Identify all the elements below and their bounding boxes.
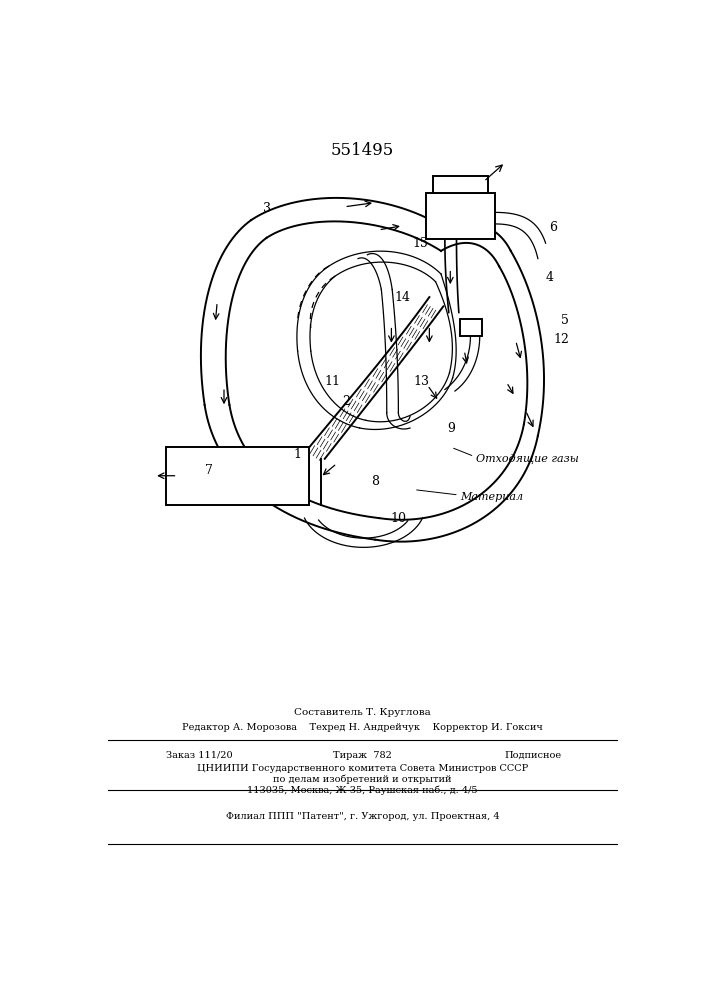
Text: Филиал ППП "Патент", г. Ужгород, ул. Проектная, 4: Филиал ППП "Патент", г. Ужгород, ул. Про… [226,812,500,821]
Bar [426,193,495,239]
Text: 10: 10 [390,512,407,525]
Bar [433,176,488,193]
Text: 551495: 551495 [331,142,395,159]
Text: 15: 15 [412,237,428,250]
Text: Составитель Т. Круглова: Составитель Т. Круглова [294,708,431,717]
Text: Тираж  782: Тираж 782 [333,751,392,760]
Text: по делам изобретений и открытий: по делам изобретений и открытий [274,774,452,784]
Text: 14: 14 [395,291,410,304]
Text: 12: 12 [553,333,569,346]
Text: 13: 13 [414,375,430,388]
Text: Материал: Материал [460,492,523,502]
Bar [460,319,482,336]
Text: 4: 4 [546,271,554,284]
Text: 1: 1 [293,448,302,461]
Text: 8: 8 [371,475,379,488]
Text: Заказ 111/20: Заказ 111/20 [166,751,233,760]
Text: 11: 11 [325,375,341,388]
Text: 7: 7 [204,464,212,477]
Text: 5: 5 [561,314,569,327]
Text: 3: 3 [262,202,271,215]
Bar [166,447,309,505]
Text: 113035, Москва, Ж-35, Раушская наб., д. 4/5: 113035, Москва, Ж-35, Раушская наб., д. … [247,785,478,795]
Text: 2: 2 [341,395,350,408]
Text: 6: 6 [549,221,557,234]
Text: Подписное: Подписное [504,751,561,760]
Text: ЦНИИПИ Государственного комитета Совета Министров СССР: ЦНИИПИ Государственного комитета Совета … [197,764,528,773]
Text: Отходящие газы: Отходящие газы [476,454,578,464]
Text: Редактор А. Морозова    Техред Н. Андрейчук    Корректор И. Гоксич: Редактор А. Морозова Техред Н. Андрейчук… [182,723,543,732]
Text: 9: 9 [447,422,455,434]
